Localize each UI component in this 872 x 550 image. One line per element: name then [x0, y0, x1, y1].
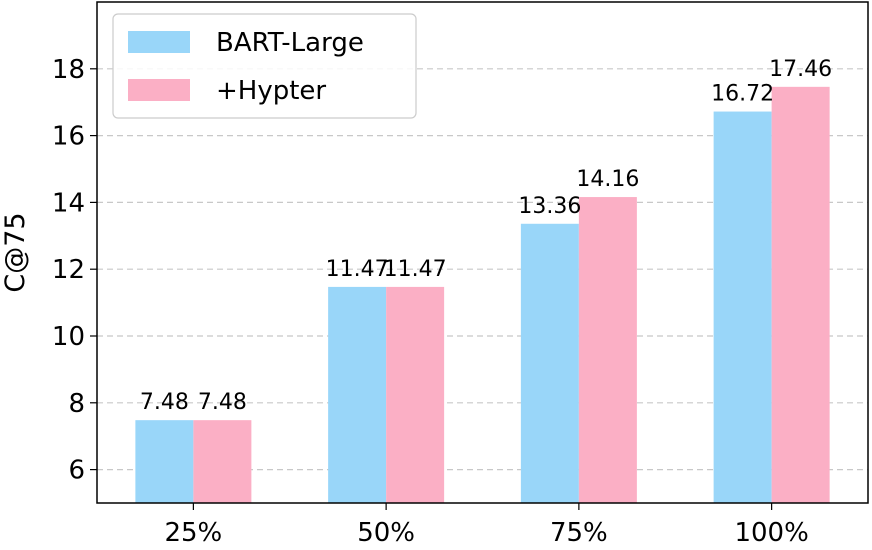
bar-bart-large: [135, 420, 194, 503]
y-tick-label: 10: [52, 322, 85, 352]
bars: [135, 86, 830, 503]
x-tick-label: 100%: [734, 518, 808, 548]
bar-bart-large: [713, 111, 772, 503]
bar-bart-large: [328, 286, 387, 503]
x-axis-ticks: 25% 50% 75% 100%: [164, 503, 809, 548]
bar-value-label: 11.47: [384, 257, 447, 282]
legend-label: BART-Large: [216, 28, 364, 58]
y-tick-label: 16: [52, 122, 85, 152]
y-axis-ticks: 6 8 10 12 14 16 18: [52, 55, 97, 486]
y-tick-label: 8: [68, 389, 85, 419]
bar-value-label: 16.72: [711, 82, 774, 107]
bar-bart-large: [520, 223, 579, 503]
bar-value-label: 13.36: [518, 194, 581, 219]
bar-hypter: [771, 86, 830, 503]
bar-value-label: 14.16: [576, 167, 639, 192]
bar-value-label: 7.48: [140, 390, 189, 415]
bar-hypter: [193, 420, 252, 503]
y-tick-label: 18: [52, 55, 85, 85]
y-tick-label: 14: [52, 188, 85, 218]
x-tick-label: 25%: [164, 518, 222, 548]
y-tick-label: 6: [68, 456, 85, 486]
legend-swatch: [128, 79, 190, 101]
legend: BART-Large +Hypter: [112, 13, 417, 119]
legend-label: +Hypter: [216, 76, 326, 106]
y-tick-label: 12: [52, 255, 85, 285]
bar-hypter: [578, 197, 637, 503]
bar-value-label: 11.47: [326, 257, 389, 282]
legend-swatch: [128, 31, 190, 53]
x-tick-label: 75%: [550, 518, 608, 548]
y-axis-title: C@75: [0, 212, 31, 292]
bar-value-label: 17.46: [769, 57, 832, 82]
x-tick-label: 50%: [357, 518, 415, 548]
bar-hypter: [386, 286, 445, 503]
plot-frame: [96, 1, 869, 504]
bar-value-label: 7.48: [198, 390, 247, 415]
